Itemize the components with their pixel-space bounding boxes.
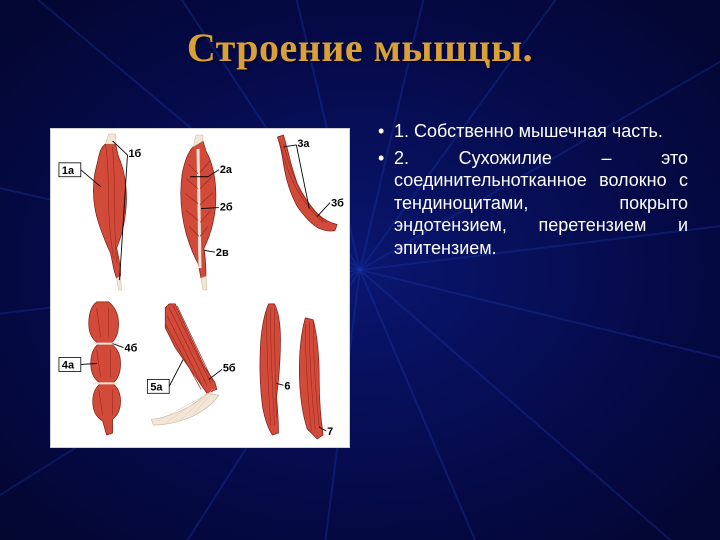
figure-label-4b: 4б <box>125 343 138 355</box>
bullet-list: 1. Собственно мышечная часть. 2. Сухожил… <box>378 120 688 263</box>
figure-label-3b: 3б <box>331 198 344 210</box>
content-area: 1а 1б 2а <box>0 118 720 540</box>
slide: Строение мышцы. 1а <box>0 0 720 540</box>
figure-label-3a: 3а <box>297 138 310 150</box>
figure-label-2a: 2а <box>220 164 233 176</box>
figure-label-4a: 4а <box>62 359 75 371</box>
figure-label-2v: 2в <box>216 247 229 259</box>
bullet-item: 2. Сухожилие – это соединительнотканное … <box>378 147 688 260</box>
figure-label-5b: 5б <box>223 362 236 374</box>
figure-label-2b: 2б <box>220 202 233 214</box>
figure-label-7: 7 <box>327 426 333 438</box>
figure-label-6: 6 <box>284 380 290 392</box>
figure-label-5a: 5а <box>150 381 163 393</box>
bullet-item: 1. Собственно мышечная часть. <box>378 120 688 143</box>
slide-title: Строение мышцы. <box>0 24 720 71</box>
muscle-anatomy-figure: 1а 1б 2а <box>50 128 350 448</box>
figure-label-1b: 1б <box>128 148 141 160</box>
figure-label-1a: 1а <box>62 165 75 177</box>
